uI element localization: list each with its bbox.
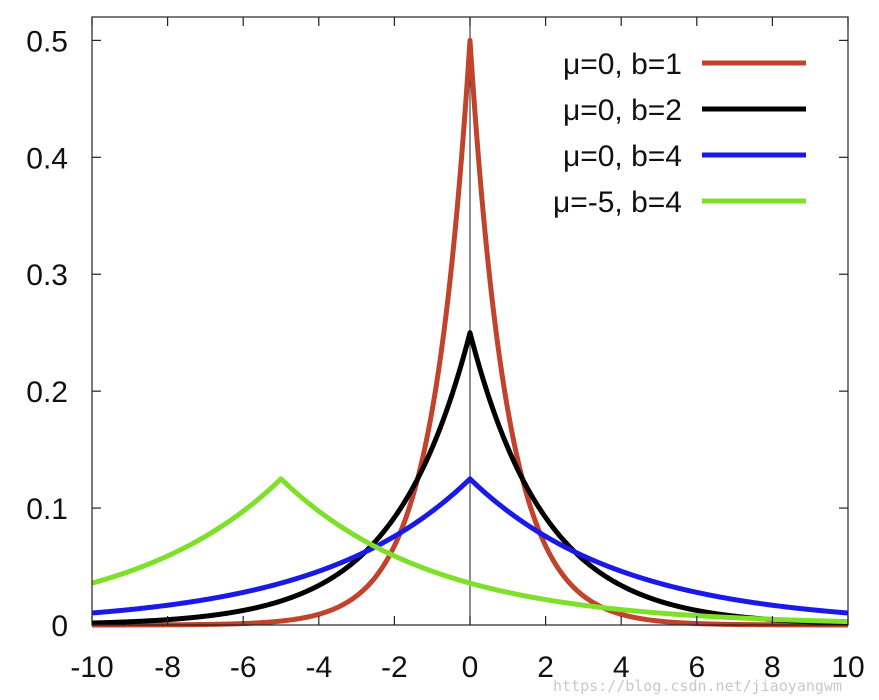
x-tick-label: 4: [613, 651, 630, 684]
x-tick-label: 10: [831, 651, 864, 684]
series-line-1: [90, 37, 850, 628]
watermark-text: https://blog.csdn.net/jiaoyangwm: [553, 677, 842, 695]
series-line-2: [90, 330, 850, 626]
series-lines: [90, 37, 850, 628]
y-tick-label: 0.3: [26, 259, 68, 292]
x-tick-label: -6: [230, 651, 257, 684]
series-line-4: [90, 476, 850, 625]
legend-label-1: μ=0, b=1: [563, 48, 682, 81]
x-tick-label: -10: [70, 651, 113, 684]
y-tick-label: 0.1: [26, 493, 68, 526]
y-tick-label: 0.2: [26, 376, 68, 409]
y-tick-label: 0.4: [26, 142, 68, 175]
series-line-3: [90, 476, 850, 616]
x-tick-label: 0: [462, 651, 479, 684]
x-tick-label: 6: [688, 651, 705, 684]
y-tick-label: 0.5: [26, 25, 68, 58]
legend-label-4: μ=-5, b=4: [553, 186, 682, 219]
legend-label-3: μ=0, b=4: [563, 140, 682, 173]
axis-ticks: -10 -8 -6 -4 -2 0 2 4 6 8 10 0 0.1 0.2 0.3 0.4 0.5: [26, 17, 865, 684]
legend-label-2: μ=0, b=2: [563, 94, 682, 127]
x-tick-label: -4: [305, 651, 332, 684]
x-tick-label: -8: [154, 651, 181, 684]
x-tick-label: -2: [381, 651, 408, 684]
x-tick-label: 8: [764, 651, 781, 684]
legend: μ=0, b=1 μ=0, b=2 μ=0, b=4 μ=-5, b=4: [553, 48, 806, 219]
x-tick-label: 2: [537, 651, 554, 684]
y-tick-label: 0: [51, 610, 68, 643]
